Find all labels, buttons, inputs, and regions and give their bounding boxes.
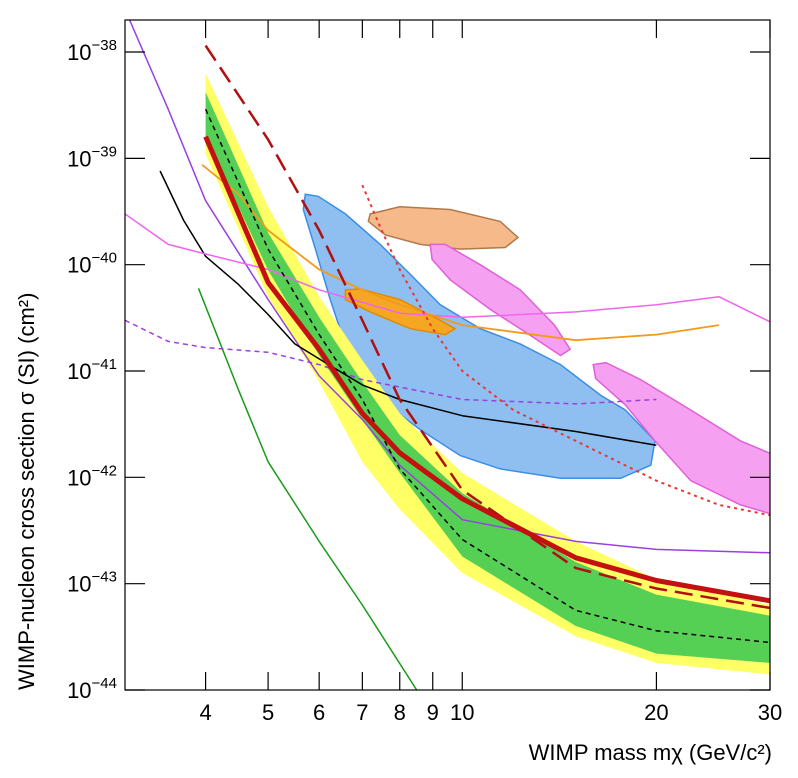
x-tick-label: 6: [313, 700, 325, 725]
limit-curve: [203, 135, 770, 604]
x-tick-label: 10: [450, 700, 474, 725]
contour-region: [367, 206, 520, 250]
x-tick-label: 8: [394, 700, 406, 725]
limit-curve: [128, 20, 770, 554]
limit-curve: [125, 213, 770, 323]
x-tick-label: 4: [199, 700, 211, 725]
y-tick-label: 10−38: [67, 37, 117, 65]
x-tick-label: 7: [356, 700, 368, 725]
frame: [124, 19, 771, 691]
limit-curve: [159, 170, 657, 447]
limit-curve: [201, 164, 720, 342]
y-tick-label: 10−43: [67, 569, 117, 597]
x-tick-label: 20: [644, 700, 668, 725]
x-axis-label: WIMP mass mχ (GeV/c²): [529, 740, 772, 765]
limit-curve: [197, 288, 418, 690]
limit-curve: [361, 184, 770, 517]
sensitivity-band: [205, 92, 770, 663]
limit-curve: [204, 44, 770, 610]
x-tick-label: 9: [427, 700, 439, 725]
contour-region: [344, 288, 457, 336]
y-tick-label: 10−40: [67, 250, 117, 278]
limit-curve: [204, 108, 770, 644]
y-tick-label: 10−42: [67, 462, 117, 490]
x-tick-label: 30: [758, 700, 782, 725]
y-axis-label: WIMP-nucleon cross section σ (SI) (cm²): [14, 293, 39, 690]
y-tick-label: 10−39: [67, 143, 117, 171]
x-tick-label: 5: [262, 700, 274, 725]
limit-curve: [125, 319, 657, 405]
y-tick-label: 10−44: [67, 675, 117, 703]
plot-area: [125, 20, 770, 690]
y-tick-label: 10−41: [67, 356, 117, 384]
contour-region: [429, 243, 572, 357]
